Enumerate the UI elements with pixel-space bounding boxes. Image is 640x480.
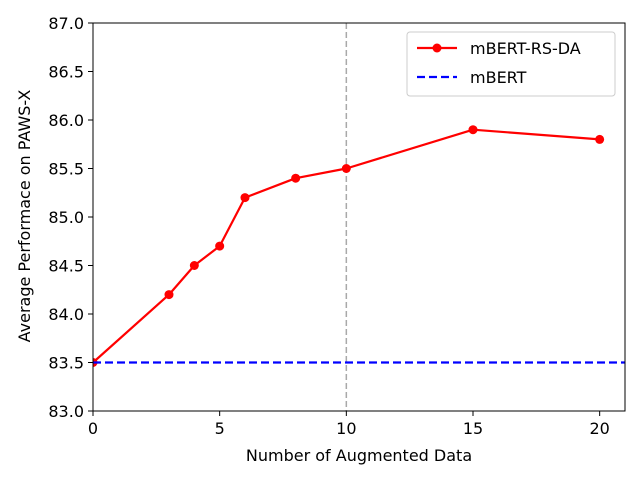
y-tick-label-8: 87.0: [48, 14, 84, 33]
data-point-mbert-rs-da-1: [164, 290, 174, 300]
legend-box: [406, 31, 616, 97]
x-tick-label-4: 20: [589, 419, 609, 438]
y-tick-label-1: 83.5: [48, 354, 84, 373]
x-tick-label-2: 10: [336, 419, 356, 438]
data-point-mbert-rs-da-2: [189, 261, 199, 270]
y-tick-label-4: 85.0: [48, 208, 84, 227]
y-tick-label-5: 85.5: [48, 160, 84, 179]
y-axis-title: Average Performace on PAWS-X: [15, 90, 34, 343]
legend-label-mbert: mBERT: [470, 68, 527, 87]
y-tick-label-7: 86.5: [48, 63, 84, 82]
data-point-mbert-rs-da-6: [341, 164, 351, 173]
plot-clipped-group: [93, 23, 625, 411]
y-tick-label-2: 84.0: [48, 305, 84, 324]
y-tick-label-0: 83.0: [48, 402, 84, 421]
x-axis-title: Number of Augmented Data: [246, 446, 472, 465]
plot-area: [93, 23, 625, 411]
x-tick-label-1: 5: [215, 419, 225, 438]
legend: mBERT-RS-DA mBERT: [406, 31, 616, 97]
legend-label-mbert-rs-da: mBERT-RS-DA: [470, 39, 581, 58]
legend-marker-mbert-rs-da: [432, 43, 442, 53]
data-point-mbert-rs-da-5: [291, 173, 301, 183]
data-point-mbert-rs-da-8: [595, 134, 605, 144]
x-tick-label-3: 15: [463, 419, 483, 438]
data-point-mbert-rs-da-3: [215, 241, 225, 251]
data-point-mbert-rs-da-7: [468, 125, 478, 135]
y-tick-label-3: 84.5: [48, 257, 84, 276]
axes: 0 5 10 15 20 83.0 83.5 84.0 84.5 85.0 85.5 86.0 86.5…: [48, 14, 626, 438]
data-point-mbert-rs-da-4: [240, 193, 250, 203]
y-tick-label-6: 86.0: [48, 111, 84, 130]
x-tick-label-0: 0: [88, 419, 98, 438]
